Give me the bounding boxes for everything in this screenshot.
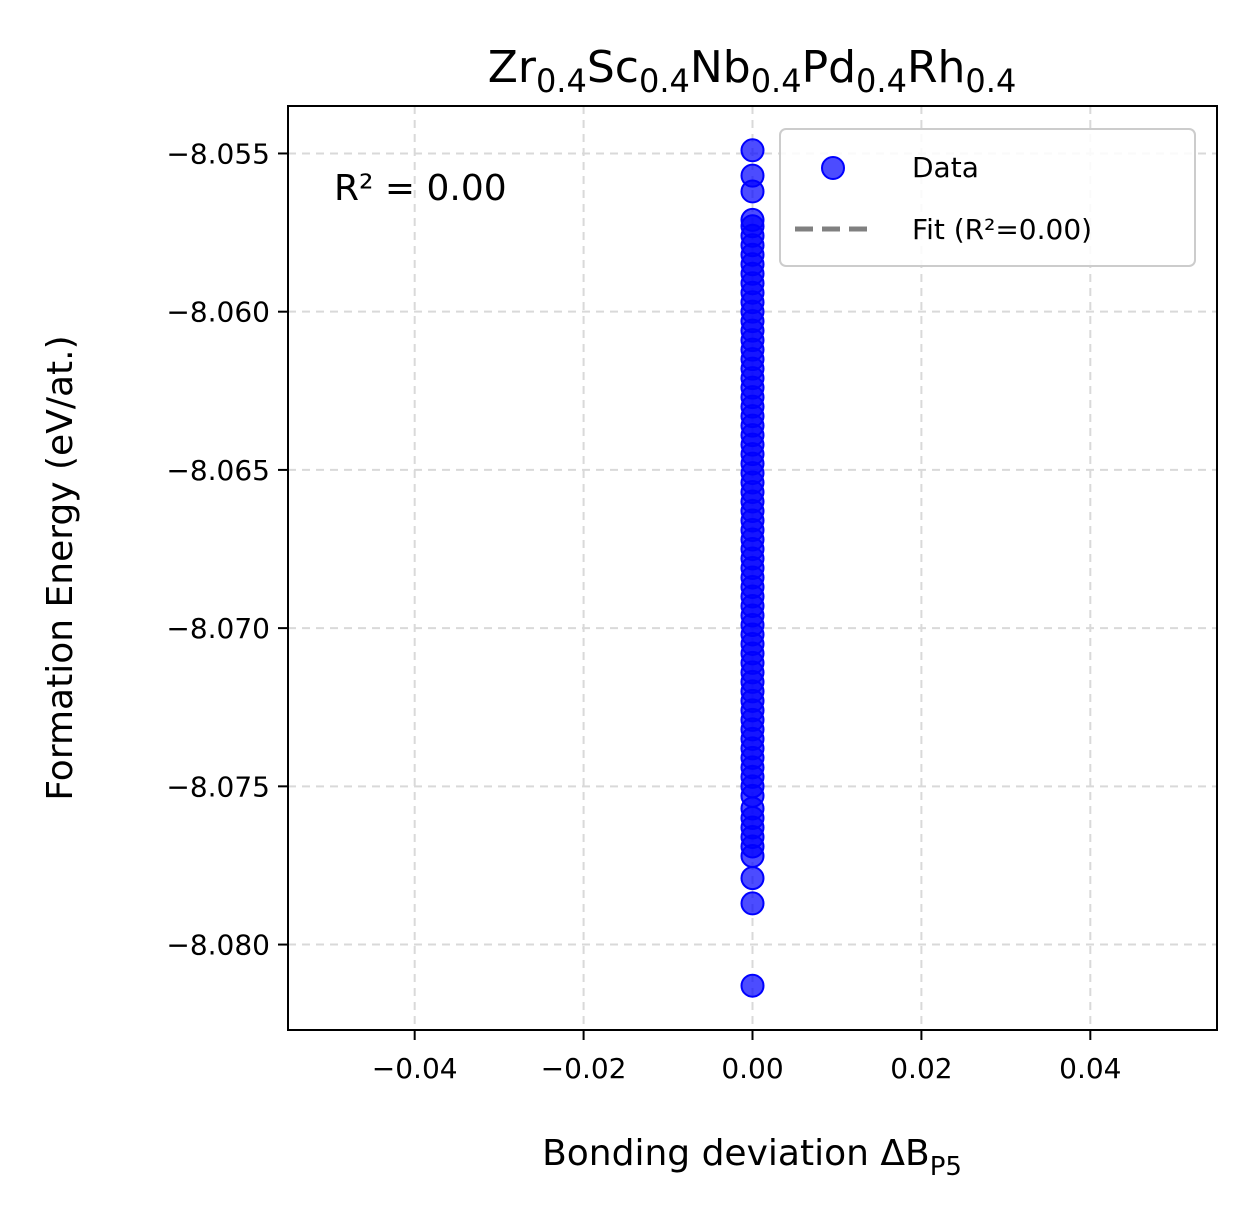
y-tick-label: −8.075: [166, 770, 270, 803]
x-axis-label-subscript: P5: [930, 1152, 962, 1182]
x-axis-label-main: Bonding deviation ΔB: [542, 1133, 930, 1174]
data-point: [740, 891, 765, 916]
y-tick-label: −8.055: [166, 137, 270, 170]
legend-fit-label: Fit (R²=0.00): [912, 213, 1092, 246]
chart-title: Zr0.4Sc0.4Nb0.4Pd0.4Rh0.4: [488, 42, 1017, 100]
legend-box: [779, 128, 1196, 267]
title-element-0: Zr: [488, 42, 537, 93]
y-tick-label: −8.070: [166, 612, 270, 645]
title-element-1: Sc: [587, 42, 639, 93]
y-tick-label: −8.080: [166, 929, 270, 962]
r-squared-annotation: R² = 0.00: [334, 168, 507, 209]
legend: Data Fit (R²=0.00): [779, 128, 1196, 267]
data-point: [740, 138, 765, 163]
legend-data-label: Data: [912, 151, 979, 184]
x-tick-label: 0.00: [721, 1052, 783, 1085]
title-subscript-3: 0.4: [856, 62, 907, 100]
data-point: [740, 843, 765, 868]
y-tick-label: −8.065: [166, 454, 270, 487]
x-tick-label: −0.02: [541, 1052, 627, 1085]
y-axis-label: Formation Energy (eV/at.): [40, 335, 81, 800]
legend-data-marker: [821, 156, 845, 180]
x-axis-ticks: −0.04 −0.02 0.00 0.02 0.04: [372, 1030, 1121, 1085]
x-tick-label: 0.02: [890, 1052, 952, 1085]
y-axis-ticks: −8.055 −8.060 −8.065 −8.070 −8.075 −8.080: [166, 137, 288, 962]
title-subscript-1: 0.4: [639, 62, 690, 100]
title-element-3: Pd: [802, 42, 856, 93]
y-tick-label: −8.060: [166, 296, 270, 329]
x-axis-label: Bonding deviation ΔBP5: [542, 1133, 962, 1182]
title-subscript-2: 0.4: [751, 62, 802, 100]
data-point: [740, 973, 765, 998]
title-element-2: Nb: [690, 42, 751, 93]
data-points: [740, 138, 765, 998]
x-tick-label: 0.04: [1059, 1052, 1121, 1085]
data-point: [740, 179, 765, 204]
title-subscript-4: 0.4: [965, 62, 1016, 100]
x-tick-label: −0.04: [372, 1052, 458, 1085]
title-subscript-0: 0.4: [536, 62, 587, 100]
title-element-4: Rh: [907, 42, 965, 93]
data-point: [740, 866, 765, 891]
